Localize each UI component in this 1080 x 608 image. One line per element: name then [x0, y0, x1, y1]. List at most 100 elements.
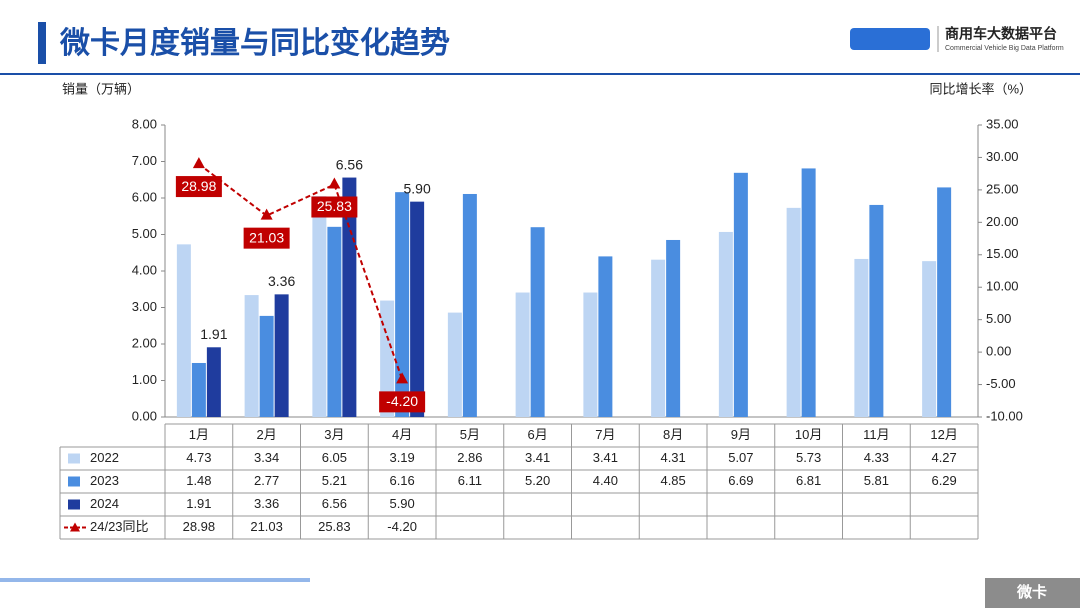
line-marker: [192, 157, 205, 169]
bar: [206, 347, 221, 417]
data-label-box: [243, 227, 290, 249]
table-cell: 2.86: [457, 450, 482, 465]
table-cell: 6.29: [931, 473, 956, 488]
title-accent: [38, 22, 46, 64]
y-tick-label: 7.00: [132, 153, 157, 168]
y2-tick-label: 15.00: [986, 246, 1019, 261]
table-cell: 3.41: [593, 450, 618, 465]
footer-rule: [0, 578, 310, 582]
table-cell: 3.41: [525, 450, 550, 465]
y-tick-label: 0.00: [132, 408, 157, 423]
page-title: 微卡月度销量与同比变化趋势: [59, 26, 450, 60]
data-label: 6.56: [336, 156, 363, 172]
y2-tick-label: -10.00: [986, 408, 1023, 423]
data-label-box: [175, 176, 222, 198]
table-cell: 6.11: [458, 473, 482, 488]
table-cell: 5.90: [389, 496, 414, 511]
footer-tag-box: [985, 578, 1080, 608]
y2-tick-label: 35.00: [986, 116, 1019, 131]
x-tick-label: 3月: [324, 427, 344, 442]
x-tick-label: 8月: [663, 427, 683, 442]
legend-swatch: [68, 476, 80, 487]
legend-label: 24/23同比: [90, 519, 149, 534]
bar: [447, 312, 462, 417]
table-cell: 28.98: [183, 519, 216, 534]
table-cell: 6.05: [322, 450, 347, 465]
y-tick-label: 2.00: [132, 335, 157, 350]
table-cell: 4.40: [593, 473, 618, 488]
bar: [651, 259, 666, 417]
x-tick-label: 10月: [795, 427, 822, 442]
data-label: 28.98: [181, 178, 216, 194]
table-cell: 5.81: [864, 473, 889, 488]
bar: [598, 256, 613, 417]
y-axis-label: 销量（万辆）: [62, 81, 140, 96]
x-tick-label: 12月: [930, 427, 957, 442]
bar: [342, 177, 357, 417]
table-cell: -4.20: [387, 519, 417, 534]
line: [198, 163, 404, 380]
table-cell: 5.20: [525, 473, 550, 488]
x-tick-label: 9月: [731, 427, 751, 442]
bar: [801, 168, 816, 417]
y-tick-label: 1.00: [132, 372, 157, 387]
y2-tick-label: -5.00: [986, 376, 1016, 391]
bar: [786, 207, 801, 417]
legend-swatch: [68, 499, 80, 510]
bar: [666, 239, 681, 417]
y-tick-label: 5.00: [132, 226, 157, 241]
bar: [395, 192, 410, 417]
table-cell: 21.03: [250, 519, 283, 534]
table-cell: 3.34: [254, 450, 279, 465]
x-tick-label: 4月: [392, 427, 412, 442]
table-cell: 5.21: [322, 473, 347, 488]
table-cell: 6.16: [389, 473, 414, 488]
legend-swatch: [68, 453, 80, 464]
table-cell: 4.27: [931, 450, 956, 465]
footer-tag: 微卡: [1016, 583, 1047, 601]
table-cell: 4.73: [186, 450, 211, 465]
table-cell: 1.91: [186, 496, 211, 511]
bar: [530, 227, 545, 417]
line-marker: [396, 372, 409, 384]
bar: [937, 187, 952, 417]
data-label: 3.36: [268, 273, 295, 289]
line-marker: [260, 208, 273, 220]
bar: [515, 292, 530, 417]
x-tick-label: 11月: [863, 427, 890, 442]
logo-mark: [850, 28, 930, 50]
data-label: 21.03: [249, 229, 284, 245]
data-label: 25.83: [317, 198, 352, 214]
legend-marker: [70, 522, 80, 532]
line-marker: [328, 177, 341, 189]
table-cell: 4.31: [660, 450, 685, 465]
table-cell: 4.33: [864, 450, 889, 465]
table-cell: 1.48: [186, 473, 211, 488]
table-cell: 6.69: [728, 473, 753, 488]
x-tick-label: 2月: [257, 427, 277, 442]
bar: [718, 231, 733, 417]
y-tick-label: 8.00: [132, 116, 157, 131]
legend-label: 2024: [90, 496, 119, 511]
data-label: 5.90: [404, 180, 431, 196]
legend-label: 2022: [90, 450, 119, 465]
bar: [462, 193, 477, 417]
bar: [410, 201, 425, 417]
bar: [854, 258, 869, 417]
x-tick-label: 5月: [460, 427, 480, 442]
bar: [327, 226, 342, 417]
table-cell: 4.85: [660, 473, 685, 488]
table-cell: 5.07: [728, 450, 753, 465]
data-label: -4.20: [386, 393, 418, 409]
bar: [312, 196, 327, 417]
y2-axis-label: 同比增长率（%）: [929, 81, 1032, 96]
y2-tick-label: 20.00: [986, 214, 1019, 229]
data-label-box: [379, 391, 426, 413]
logo-name: 商用车大数据平台: [945, 26, 1057, 42]
x-tick-label: 1月: [189, 427, 209, 442]
y-tick-label: 3.00: [132, 299, 157, 314]
x-tick-label: 7月: [595, 427, 615, 442]
x-tick-label: 6月: [528, 427, 548, 442]
y-tick-label: 4.00: [132, 262, 157, 277]
y2-tick-label: 25.00: [986, 181, 1019, 196]
